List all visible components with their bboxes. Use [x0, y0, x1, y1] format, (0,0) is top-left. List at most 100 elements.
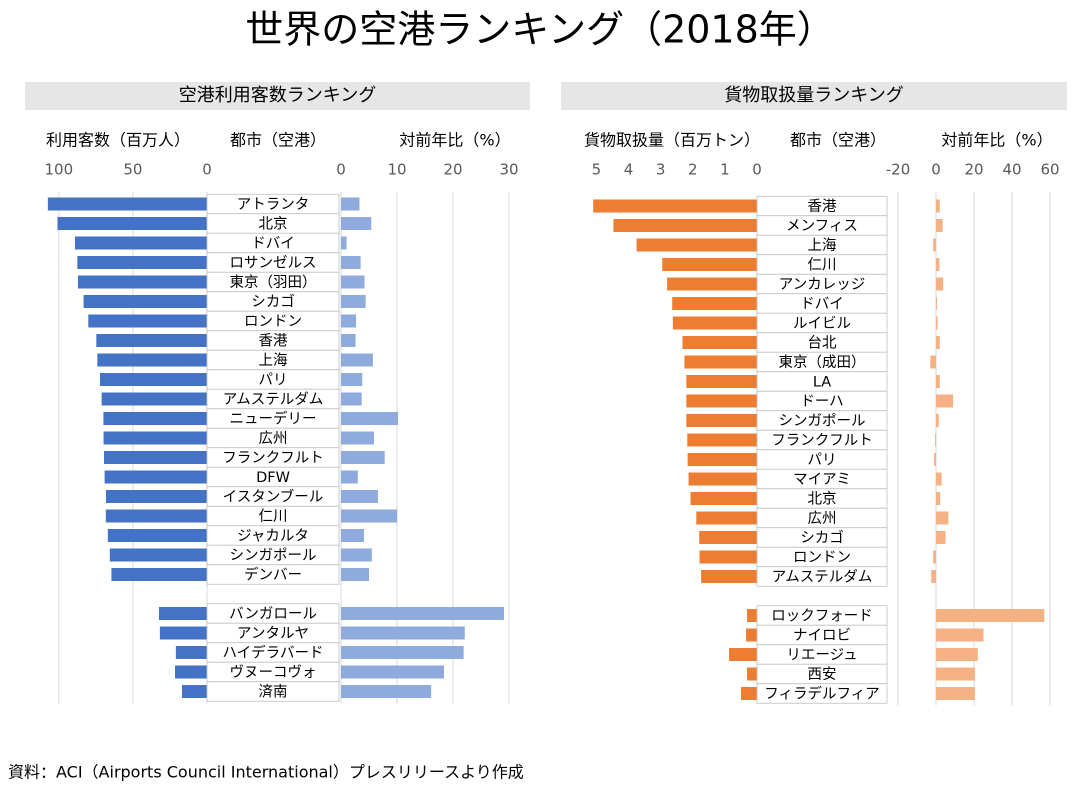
bar — [103, 412, 207, 425]
bar — [936, 492, 941, 505]
x-tick-label: 40 — [1002, 161, 1021, 179]
bar — [77, 256, 207, 269]
category-label: 東京（羽田） — [230, 274, 317, 291]
category-label: 広州 — [808, 510, 837, 527]
bar — [686, 375, 757, 388]
x-tick-label: 0 — [336, 161, 346, 179]
bar — [699, 550, 757, 564]
x-tick-label: 2 — [688, 161, 698, 179]
category-axis-label: 都市（空港） — [230, 131, 326, 150]
bar — [684, 355, 757, 369]
category-label: ドーハ — [800, 394, 843, 410]
axis-label: 貨物取扱量（百万トン） — [584, 131, 760, 150]
category-label: シンガポール — [230, 547, 317, 564]
bar — [57, 217, 208, 230]
category-label: 広州 — [259, 430, 288, 447]
bar — [341, 392, 362, 406]
category-label: DFW — [256, 470, 290, 486]
category-label: LA — [813, 375, 831, 391]
category-cell — [756, 683, 888, 704]
category-label: 北京 — [259, 216, 288, 233]
bar — [97, 353, 207, 367]
panel-title: 貨物取扱量ランキング — [724, 85, 903, 106]
bar — [341, 665, 445, 679]
category-label: ニューデリー — [230, 410, 317, 428]
category-label: ルイビル — [793, 315, 851, 332]
bar — [636, 238, 757, 252]
category-label: 上海 — [808, 237, 837, 254]
bar — [341, 607, 504, 620]
category-label: 香港 — [259, 333, 288, 350]
source-note: 資料：ACI（Airports Council International）プレ… — [8, 763, 524, 782]
bar — [936, 375, 940, 388]
category-label: リエージュ — [786, 648, 857, 664]
bar — [158, 607, 207, 620]
bar — [690, 492, 757, 505]
bar — [936, 336, 940, 349]
bar — [933, 550, 936, 564]
category-label: パリ — [259, 372, 288, 389]
bar — [341, 685, 432, 698]
bar — [83, 295, 207, 308]
bar — [936, 258, 940, 271]
category-label: ロンドン — [244, 314, 302, 330]
bar — [341, 509, 397, 523]
category-label: 済南 — [259, 684, 288, 701]
bar — [341, 646, 464, 659]
category-label: ヴヌーコヴォ — [230, 664, 317, 681]
panel-header — [561, 82, 1067, 110]
bar — [105, 509, 207, 523]
category-cell — [206, 681, 340, 702]
bar — [341, 548, 372, 562]
bar — [936, 316, 938, 330]
bar — [105, 490, 207, 503]
category-label: アトランタ — [237, 196, 310, 213]
bar — [341, 470, 358, 484]
bar — [159, 626, 207, 640]
bar — [936, 687, 975, 700]
axis-label: 利用客数（百万人） — [46, 131, 190, 150]
bar — [104, 470, 207, 484]
x-tick-label: 60 — [1040, 161, 1059, 179]
x-tick-label: 20 — [964, 161, 983, 179]
category-label: フランクフルト — [771, 432, 873, 449]
category-label: マイアミ — [793, 472, 851, 488]
bar — [936, 648, 978, 661]
bar — [101, 392, 207, 406]
bar — [341, 451, 385, 464]
category-label: 仁川 — [259, 508, 288, 525]
x-tick-label: 100 — [44, 161, 73, 179]
category-label: アンカレッジ — [779, 277, 865, 293]
x-tick-label: 0 — [202, 161, 212, 179]
category-label: 北京 — [808, 491, 837, 508]
x-tick-label: 10 — [387, 161, 406, 179]
category-label: ドバイ — [251, 236, 295, 252]
x-tick-label: 1 — [720, 161, 730, 179]
bar — [341, 412, 399, 425]
bar — [593, 199, 757, 213]
bar — [341, 197, 360, 211]
x-tick-label: 0 — [752, 161, 762, 179]
bar — [88, 314, 207, 328]
category-label: ジャカルタ — [237, 528, 309, 545]
bar — [74, 236, 207, 250]
bar — [931, 570, 936, 583]
bar — [746, 628, 757, 642]
bar — [687, 453, 757, 466]
bar — [341, 431, 375, 445]
category-label: 西安 — [808, 666, 837, 683]
bar — [936, 628, 984, 642]
panel-title: 空港利用客数ランキング — [179, 85, 376, 106]
bar — [933, 238, 936, 252]
category-label: デンバー — [244, 566, 302, 584]
bar — [935, 433, 936, 447]
bar — [341, 490, 378, 503]
category-label: 上海 — [259, 352, 288, 369]
bar — [747, 609, 757, 622]
bar — [936, 394, 954, 408]
category-label: ロックフォード — [771, 608, 873, 625]
bar — [667, 277, 757, 291]
bar — [341, 568, 369, 581]
bar — [672, 297, 757, 310]
